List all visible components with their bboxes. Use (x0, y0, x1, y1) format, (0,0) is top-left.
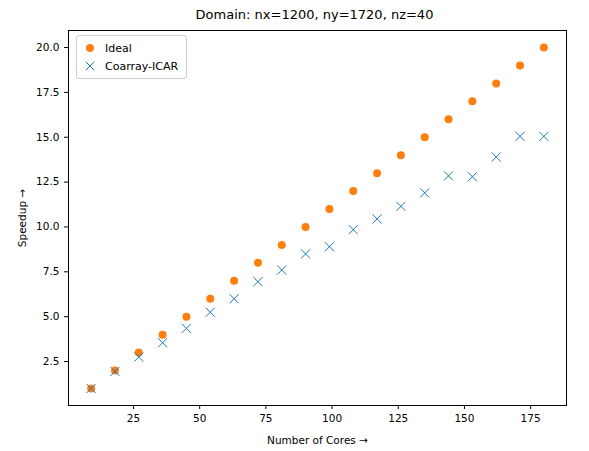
svg-text:20.0: 20.0 (36, 41, 59, 53)
svg-text:7.5: 7.5 (43, 265, 60, 277)
svg-text:25: 25 (127, 412, 140, 424)
svg-text:100: 100 (322, 412, 342, 424)
svg-text:75: 75 (259, 412, 272, 424)
svg-text:5.0: 5.0 (43, 310, 60, 322)
html-text:Ideal: Ideal (105, 41, 132, 55)
svg-text:17.5: 17.5 (36, 86, 59, 98)
html-text:Coarray-ICAR: Coarray-ICAR (105, 59, 179, 73)
svg-text:150: 150 (454, 412, 474, 424)
svg-text:125: 125 (388, 412, 408, 424)
html-text:Domain: nx=1200, ny=1720, nz=4: Domain: nx=1200, ny=1720, nz=40 (195, 7, 434, 22)
svg-text:175: 175 (521, 412, 541, 424)
svg-text:2.5: 2.5 (43, 355, 60, 367)
svg-text:10.0: 10.0 (36, 220, 59, 232)
svg-text:Speedup →: Speedup → (16, 189, 28, 248)
svg-text:Number of Cores →: Number of Cores → (267, 434, 368, 446)
svg-text:12.5: 12.5 (36, 175, 59, 187)
svg-text:15.0: 15.0 (36, 131, 59, 143)
svg-text:50: 50 (193, 412, 206, 424)
